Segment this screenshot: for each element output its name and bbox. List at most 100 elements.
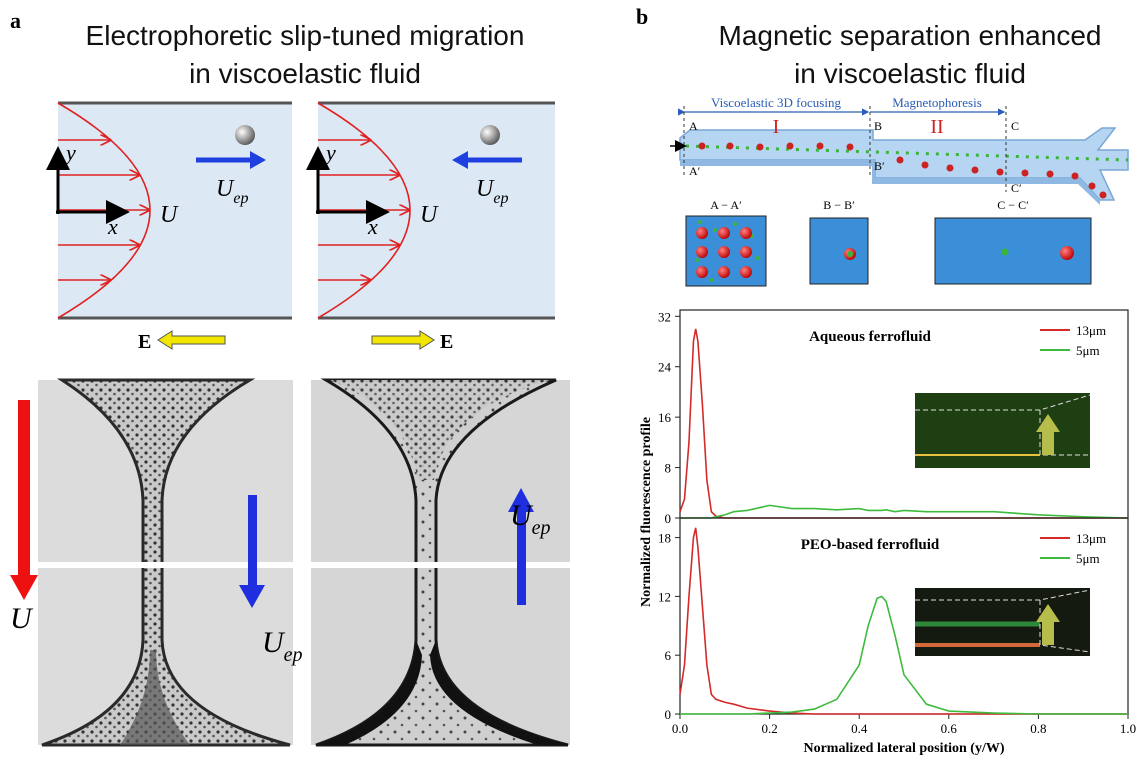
field-label: E [440,331,453,353]
chart-title: PEO-based ferrofluid [801,537,940,553]
channel-diagram-shape-shape [817,143,824,150]
legend-label: 5μm [1076,551,1100,566]
micrograph [311,380,570,745]
channel-diagram-shape-shape [718,266,730,278]
channel-diagram-shape-shape [847,144,854,151]
axis-label: x [367,214,378,239]
figure: a Electrophoretic slip-tuned migration i… [0,0,1137,764]
point-label: B [874,119,882,133]
channel-diagram-shape-shape [713,228,717,232]
channel-diagram-shape-shape [1072,173,1079,180]
channel-diagram-shape-shape [698,220,702,224]
x-tick-label: 0.6 [941,721,958,736]
axis-label: y [324,140,336,165]
y-tick-label: 16 [658,410,672,425]
charts: 0 8 16 24 32 13μm 5μm Aqueous ferrofluid 0 6 12 18 0… [639,309,1136,756]
channel-diagram-shape-shape [1047,171,1054,178]
channel-diagram-shape [1060,246,1074,260]
channel-diagram-shape-shape [997,169,1004,176]
channel-diagram-shape-shape [740,266,752,278]
data-line [680,505,1128,518]
flow-arrows-shape [10,400,38,600]
velocity-subscript: ep [493,190,508,207]
point-label: C′ [1011,181,1022,195]
inset-image [915,393,1090,656]
channel-diagram-shape [810,218,868,284]
x-tick-label: 1.0 [1120,721,1136,736]
velocity-symbol: U [216,176,235,202]
section-label: B − B′ [823,198,855,212]
legend-label: 13μm [1076,323,1106,338]
x-tick-label: 0.4 [851,721,868,736]
channel-diagram-shape-shape [727,143,734,150]
x-axis-label: Normalized lateral position (y/W) [803,741,1004,756]
velocity-subscript: ep [532,517,551,539]
velocity-symbol: U [476,176,495,202]
channel-diagram-shape-shape [757,144,764,151]
velocity-subscript: ep [233,190,248,207]
x-tick-label: 0.0 [672,721,688,736]
channel-diagram-shape-shape [1100,192,1107,199]
x-tick-label: 0.2 [761,721,777,736]
y-tick-label: 8 [665,461,672,476]
channel-diagram [670,106,1128,286]
flow-diagram-shape [158,331,225,349]
velocity-subscript: ep [284,644,303,666]
channel-diagram-shape-shape [740,246,752,258]
x-tick-label: 0.8 [1030,721,1046,736]
channel-diagram-shape-shape [756,256,760,260]
channel-diagram-shape [1002,249,1009,256]
section-label: C − C′ [997,198,1029,212]
channel-diagram-shape-shape [696,266,708,278]
channel-diagram-shape-shape [718,246,730,258]
channel-diagram-shape-shape [947,165,954,172]
velocity-symbol: U [510,499,534,532]
velocity-label: U [160,202,179,228]
y-tick-label: 32 [658,309,671,324]
panel-title: in viscoelastic fluid [189,58,421,89]
chart-title: Aqueous ferrofluid [809,329,931,345]
panel-letter: a [10,8,21,33]
axis-label: x [107,214,118,239]
channel-diagram-shape-shape [733,222,737,226]
point-label: B′ [874,159,885,173]
channel-diagram-shape [696,227,752,278]
channel-diagram-shape-shape [740,227,752,239]
micrograph-shape [311,562,570,568]
inset-image-shape [915,393,1090,468]
channel-diagram-shape-shape [710,278,714,282]
channel-diagram-shape-shape [696,246,708,258]
panel-letter: b [636,4,648,29]
channel-diagram-shape-shape [695,258,699,262]
panel-title: in viscoelastic fluid [794,58,1026,89]
channel-diagram-shape-shape [1089,183,1096,190]
panel-title: Magnetic separation enhanced [719,20,1102,51]
channel-diagram-shape-shape [1022,170,1029,177]
field-label: E [138,331,151,353]
section-label: A − A′ [710,198,742,212]
y-tick-label: 18 [658,531,671,546]
flow-diagram-shape [480,125,500,145]
channel-diagram-shape-shape [787,143,794,150]
flow-diagram-shape [372,331,434,349]
legend-label: 13μm [1076,531,1106,546]
flow-diagram-shape [235,125,255,145]
y-tick-label: 0 [665,511,672,526]
legend-label: 5μm [1076,343,1100,358]
y-axis-label: Normalized fluorescence profile [639,417,654,607]
y-tick-label: 6 [665,648,672,663]
y-tick-label: 24 [658,360,672,375]
channel-diagram-shape-shape [972,167,979,174]
velocity-label: U [10,602,34,635]
region-label: Magnetophoresis [892,95,982,110]
y-tick-label: 0 [665,707,672,722]
velocity-symbol: U [262,626,286,659]
panel-title: Electrophoretic slip-tuned migration [86,20,525,51]
region-number: II [930,116,943,138]
y-tick-label: 12 [658,589,671,604]
axis-label: y [64,140,76,165]
region-label: Viscoelastic 3D focusing [711,95,841,110]
point-label: C [1011,119,1019,133]
region-number: I [773,116,780,138]
point-label: A′ [689,164,701,178]
